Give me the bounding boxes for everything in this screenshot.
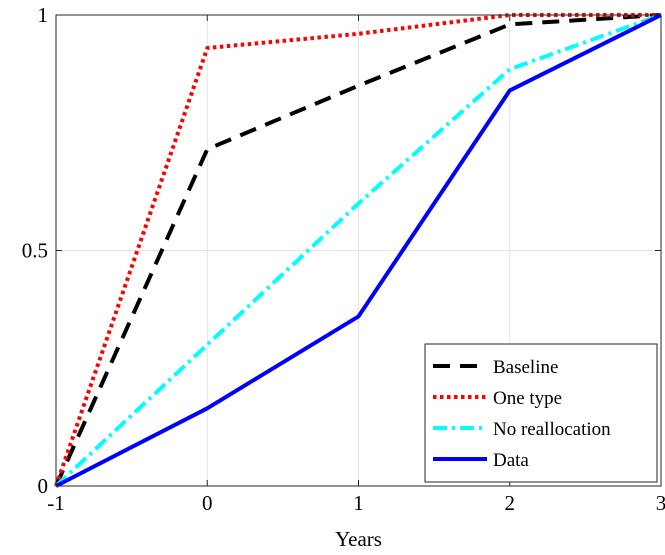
series-lines xyxy=(54,13,662,488)
series-line-no-reallocation xyxy=(54,13,662,488)
legend-label: Baseline xyxy=(493,357,558,378)
x-tick-label: 1 xyxy=(353,491,364,515)
series-line-baseline xyxy=(54,13,662,487)
legend: Baseline One type No reallocation Data xyxy=(424,343,658,483)
y-tick-label: 1 xyxy=(38,3,49,27)
y-tick-label: 0.5 xyxy=(22,239,48,263)
x-tick-label: 3 xyxy=(656,491,665,515)
x-tick-label: -1 xyxy=(47,491,65,515)
y-tick-label: 0 xyxy=(38,474,49,498)
x-axis-label: Years xyxy=(335,527,382,551)
series-line-data xyxy=(55,13,662,488)
series-line-one-type xyxy=(54,13,661,487)
x-tick-label: 0 xyxy=(202,491,213,515)
legend-label: One type xyxy=(493,388,562,409)
legend-label: Data xyxy=(493,450,529,471)
axis-ticks: -1 0 1 2 300.51 xyxy=(22,3,665,515)
x-tick-label: 2 xyxy=(505,491,516,515)
legend-label: No reallocation xyxy=(493,419,611,440)
